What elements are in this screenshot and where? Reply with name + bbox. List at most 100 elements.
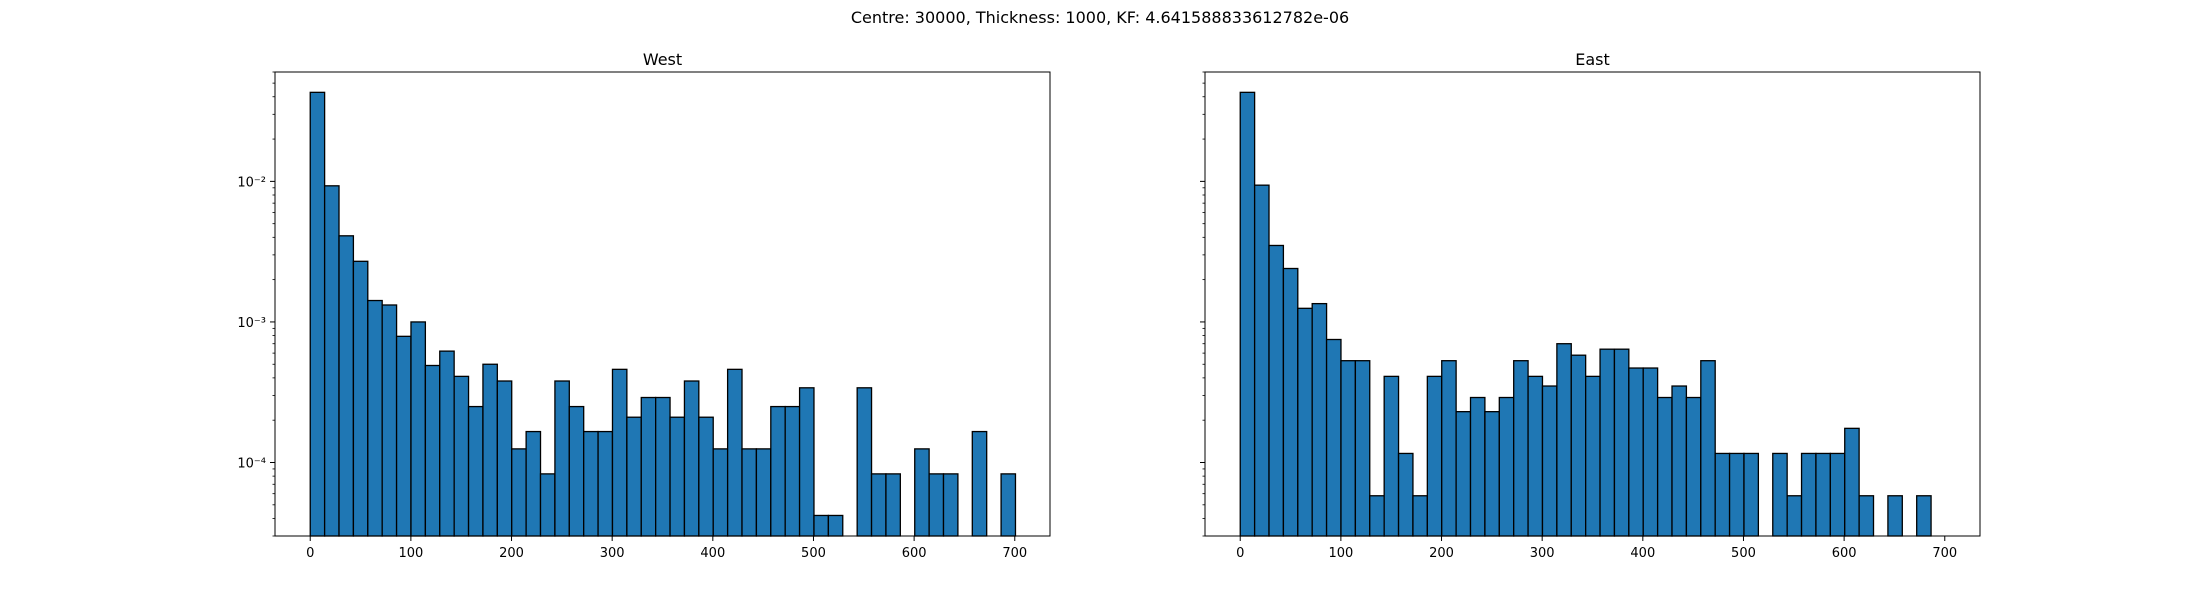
east-x-tick-label: 200: [1429, 546, 1454, 561]
west-x-tick-label: 500: [801, 546, 826, 561]
east-bar-24: [1585, 375, 1601, 537]
west-bar-48: [1000, 473, 1017, 537]
east-x-tick-label: 300: [1530, 546, 1555, 561]
east-bar-43: [1858, 495, 1875, 537]
west-bar-0: [309, 91, 326, 537]
west-bar-2: [338, 235, 355, 537]
east-bar-14: [1441, 360, 1457, 537]
east-bar-25: [1599, 348, 1616, 537]
west-bar-15: [525, 430, 542, 537]
east-bar-7: [1340, 360, 1357, 537]
west-bar-7: [410, 321, 427, 537]
east-bar-34: [1728, 452, 1745, 537]
west-bar-27: [698, 416, 714, 537]
east-panel: East 0 100 200 300 400 500 600 700: [1200, 50, 1981, 561]
east-bar-31: [1685, 396, 1702, 537]
east-bar-42: [1844, 427, 1860, 537]
west-bar-5: [381, 304, 398, 537]
west-bar-1: [323, 185, 340, 537]
west-axes-frame: [274, 71, 1051, 537]
east-bar-39: [1800, 452, 1817, 537]
west-bar-23: [640, 396, 657, 537]
west-bar-35: [813, 514, 830, 537]
west-x-tick-label: 400: [700, 546, 725, 561]
west-bar-40: [885, 473, 901, 537]
figure-suptitle: Centre: 30000, Thickness: 1000, KF: 4.64…: [851, 8, 1349, 27]
east-bar-11: [1397, 452, 1414, 537]
east-bar-19: [1513, 360, 1529, 537]
west-x-tick-label: 600: [902, 546, 927, 561]
west-bar-21: [611, 368, 628, 537]
east-bar-10: [1383, 375, 1400, 537]
east-x-tick-label: 0: [1236, 546, 1244, 561]
west-bar-31: [755, 448, 772, 537]
west-bar-10: [453, 375, 470, 537]
east-bar-38: [1786, 495, 1803, 537]
west-title: West: [643, 50, 682, 69]
east-x-tick-label: 100: [1328, 546, 1353, 561]
east-bar-27: [1628, 367, 1644, 537]
west-bar-12: [482, 363, 498, 537]
west-bar-34: [798, 387, 815, 537]
west-y-tick-label: 10⁻⁴: [237, 457, 266, 472]
east-bar-12: [1412, 495, 1428, 537]
west-bar-42: [914, 448, 930, 537]
east-bar-45: [1887, 495, 1903, 537]
west-bar-43: [928, 473, 945, 537]
east-bar-3: [1282, 267, 1299, 537]
east-bar-17: [1484, 411, 1500, 537]
east-bar-33: [1714, 452, 1731, 537]
east-bar-41: [1829, 452, 1846, 537]
east-bar-23: [1570, 354, 1587, 537]
west-bar-36: [827, 514, 844, 537]
east-bar-8: [1354, 360, 1371, 537]
west-bar-13: [496, 380, 513, 537]
east-x-tick-label: 600: [1832, 546, 1857, 561]
east-x-tick-label: 700: [1932, 546, 1957, 561]
west-y-tick-label: 10⁻³: [237, 316, 266, 331]
east-bar-16: [1469, 396, 1486, 537]
east-bar-9: [1369, 495, 1385, 537]
east-bar-5: [1311, 302, 1328, 537]
east-bar-32: [1700, 360, 1716, 537]
west-bar-30: [741, 448, 758, 537]
east-bar-20: [1527, 375, 1544, 537]
east-bar-6: [1325, 338, 1342, 537]
east-bar-40: [1815, 452, 1831, 537]
west-bar-19: [583, 430, 599, 537]
east-x-tick-label: 500: [1731, 546, 1756, 561]
west-bar-28: [712, 448, 729, 537]
east-bar-30: [1671, 385, 1688, 537]
west-bar-39: [870, 473, 887, 537]
west-bar-25: [669, 416, 686, 537]
west-bar-14: [511, 448, 527, 537]
east-bar-2: [1268, 244, 1285, 537]
west-bar-32: [770, 405, 786, 537]
west-bar-20: [597, 430, 614, 537]
west-bar-17: [554, 380, 570, 537]
west-bar-46: [971, 430, 988, 537]
west-x-tick-label: 700: [1002, 546, 1027, 561]
west-x-tick-label: 100: [398, 546, 423, 561]
west-bar-29: [726, 368, 743, 537]
west-bar-11: [467, 405, 484, 537]
west-bar-6: [395, 335, 412, 537]
east-bar-4: [1297, 307, 1313, 537]
west-bar-38: [856, 387, 873, 537]
west-bar-4: [367, 299, 383, 537]
west-y-tick-label: 10⁻²: [237, 175, 266, 190]
west-bar-9: [439, 350, 455, 537]
east-bar-28: [1642, 367, 1659, 537]
west-bar-24: [655, 396, 671, 537]
west-bar-18: [568, 405, 585, 537]
east-bar-0: [1239, 91, 1256, 537]
east-bar-18: [1498, 396, 1515, 537]
west-panel: West 0 100 200 300 400 500 600 700 10⁻⁴ 10⁻³ 10⁻²: [237, 50, 1051, 561]
west-bar-16: [539, 473, 556, 537]
west-bar-22: [626, 416, 642, 537]
west-bar-8: [424, 364, 441, 537]
east-bar-13: [1426, 375, 1443, 537]
east-bar-1: [1253, 184, 1270, 537]
east-bar-15: [1455, 411, 1472, 537]
east-x-tick-label: 400: [1630, 546, 1655, 561]
